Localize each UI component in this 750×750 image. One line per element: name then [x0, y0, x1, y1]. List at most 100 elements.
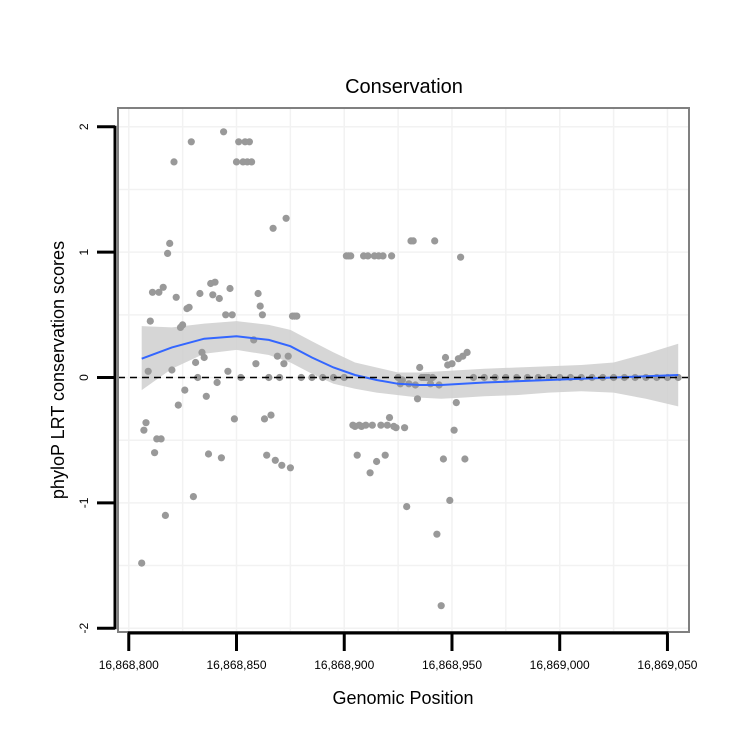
smooth-line-group	[141, 335, 679, 386]
data-point	[388, 252, 396, 260]
data-point	[209, 291, 217, 299]
data-point	[379, 252, 387, 260]
data-point	[172, 293, 180, 301]
data-point	[364, 252, 372, 260]
data-point	[401, 424, 409, 432]
data-point	[273, 352, 281, 360]
data-point	[166, 239, 174, 247]
data-point	[226, 284, 234, 293]
data-point	[155, 288, 163, 296]
data-point	[202, 392, 210, 400]
x-axis: 16,868,800 16,868,850 16,868,900 16,868,950…	[99, 631, 698, 672]
data-point	[256, 302, 264, 310]
data-point	[248, 158, 256, 166]
data-point	[263, 451, 271, 459]
data-point	[403, 503, 411, 511]
data-point	[452, 399, 460, 407]
data-point	[463, 348, 471, 356]
data-point	[148, 288, 157, 296]
data-point	[282, 214, 290, 222]
data-point	[168, 366, 176, 374]
data-point	[170, 158, 178, 166]
data-point	[222, 311, 230, 319]
data-point	[211, 278, 219, 286]
x-axis-title: Genomic Position	[332, 688, 473, 708]
data-point	[437, 602, 445, 610]
data-point	[196, 289, 204, 298]
data-point	[373, 457, 381, 466]
data-point	[194, 373, 202, 382]
data-point	[174, 401, 182, 409]
data-point	[138, 559, 146, 567]
chart-title: Conservation	[345, 76, 463, 98]
data-point	[185, 303, 193, 311]
data-point	[469, 373, 478, 382]
data-point	[271, 456, 279, 464]
data-point	[269, 224, 277, 232]
data-point	[286, 464, 294, 472]
data-point	[383, 421, 391, 429]
data-point	[368, 421, 376, 429]
data-point	[441, 353, 450, 362]
data-point	[409, 237, 417, 245]
data-point	[457, 253, 465, 261]
data-point	[260, 415, 269, 423]
data-point	[230, 415, 238, 423]
data-point	[366, 469, 374, 477]
data-point	[161, 511, 169, 519]
x-tick-label: 16,868,850	[206, 658, 266, 672]
data-point	[151, 449, 159, 457]
data-point	[217, 454, 225, 462]
x-tick-label: 16,868,950	[422, 658, 482, 672]
data-point	[461, 455, 469, 463]
y-tick-label: 0	[77, 374, 91, 381]
smooth-line	[141, 335, 679, 386]
data-point	[446, 496, 454, 504]
data-point	[146, 317, 154, 325]
data-point	[448, 360, 456, 368]
data-point	[439, 455, 447, 463]
data-point	[362, 421, 370, 429]
y-tick-label: -2	[77, 623, 91, 634]
data-point	[232, 158, 241, 166]
data-point	[416, 363, 424, 372]
data-point	[267, 411, 275, 419]
data-point	[142, 419, 150, 427]
data-point	[381, 451, 389, 459]
y-tick-label: 1	[77, 249, 91, 256]
data-point	[431, 237, 439, 245]
data-point	[187, 138, 195, 146]
data-point	[252, 360, 260, 368]
data-point	[450, 426, 458, 434]
data-point	[140, 426, 148, 434]
data-point	[245, 138, 253, 146]
x-tick-label: 16,868,800	[99, 658, 159, 672]
data-point	[228, 311, 236, 319]
data-point	[385, 414, 394, 422]
data-point	[144, 367, 152, 375]
data-point	[413, 395, 422, 403]
data-point	[189, 493, 197, 501]
data-point	[329, 373, 338, 382]
data-point	[213, 378, 221, 387]
data-point	[278, 461, 286, 469]
data-point	[224, 367, 232, 375]
data-point	[284, 352, 292, 360]
data-point	[254, 289, 262, 298]
data-point	[433, 530, 441, 538]
x-tick-label: 16,869,000	[530, 658, 590, 672]
x-tick-label: 16,869,050	[637, 658, 697, 672]
y-axis: -2 -1 0 1 2	[77, 123, 117, 634]
data-point	[353, 451, 361, 459]
data-point	[179, 321, 187, 329]
data-point	[347, 252, 355, 260]
y-tick-label: 2	[77, 123, 91, 130]
data-point	[377, 421, 385, 429]
data-point	[340, 373, 348, 382]
x-tick-label: 16,868,900	[314, 658, 374, 672]
data-point	[200, 353, 208, 362]
data-point	[157, 435, 165, 443]
data-point	[293, 312, 301, 320]
data-point	[392, 424, 400, 432]
